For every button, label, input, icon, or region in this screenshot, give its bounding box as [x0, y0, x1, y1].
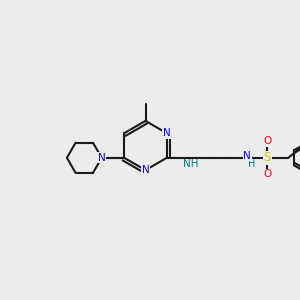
Text: NH: NH [183, 159, 199, 170]
Text: O: O [263, 169, 272, 179]
Text: N: N [163, 128, 171, 138]
Text: N: N [98, 153, 106, 163]
Text: N: N [243, 151, 251, 161]
Text: S: S [264, 151, 271, 164]
Text: O: O [263, 136, 272, 146]
Text: H: H [248, 159, 255, 170]
Text: N: N [142, 165, 149, 175]
